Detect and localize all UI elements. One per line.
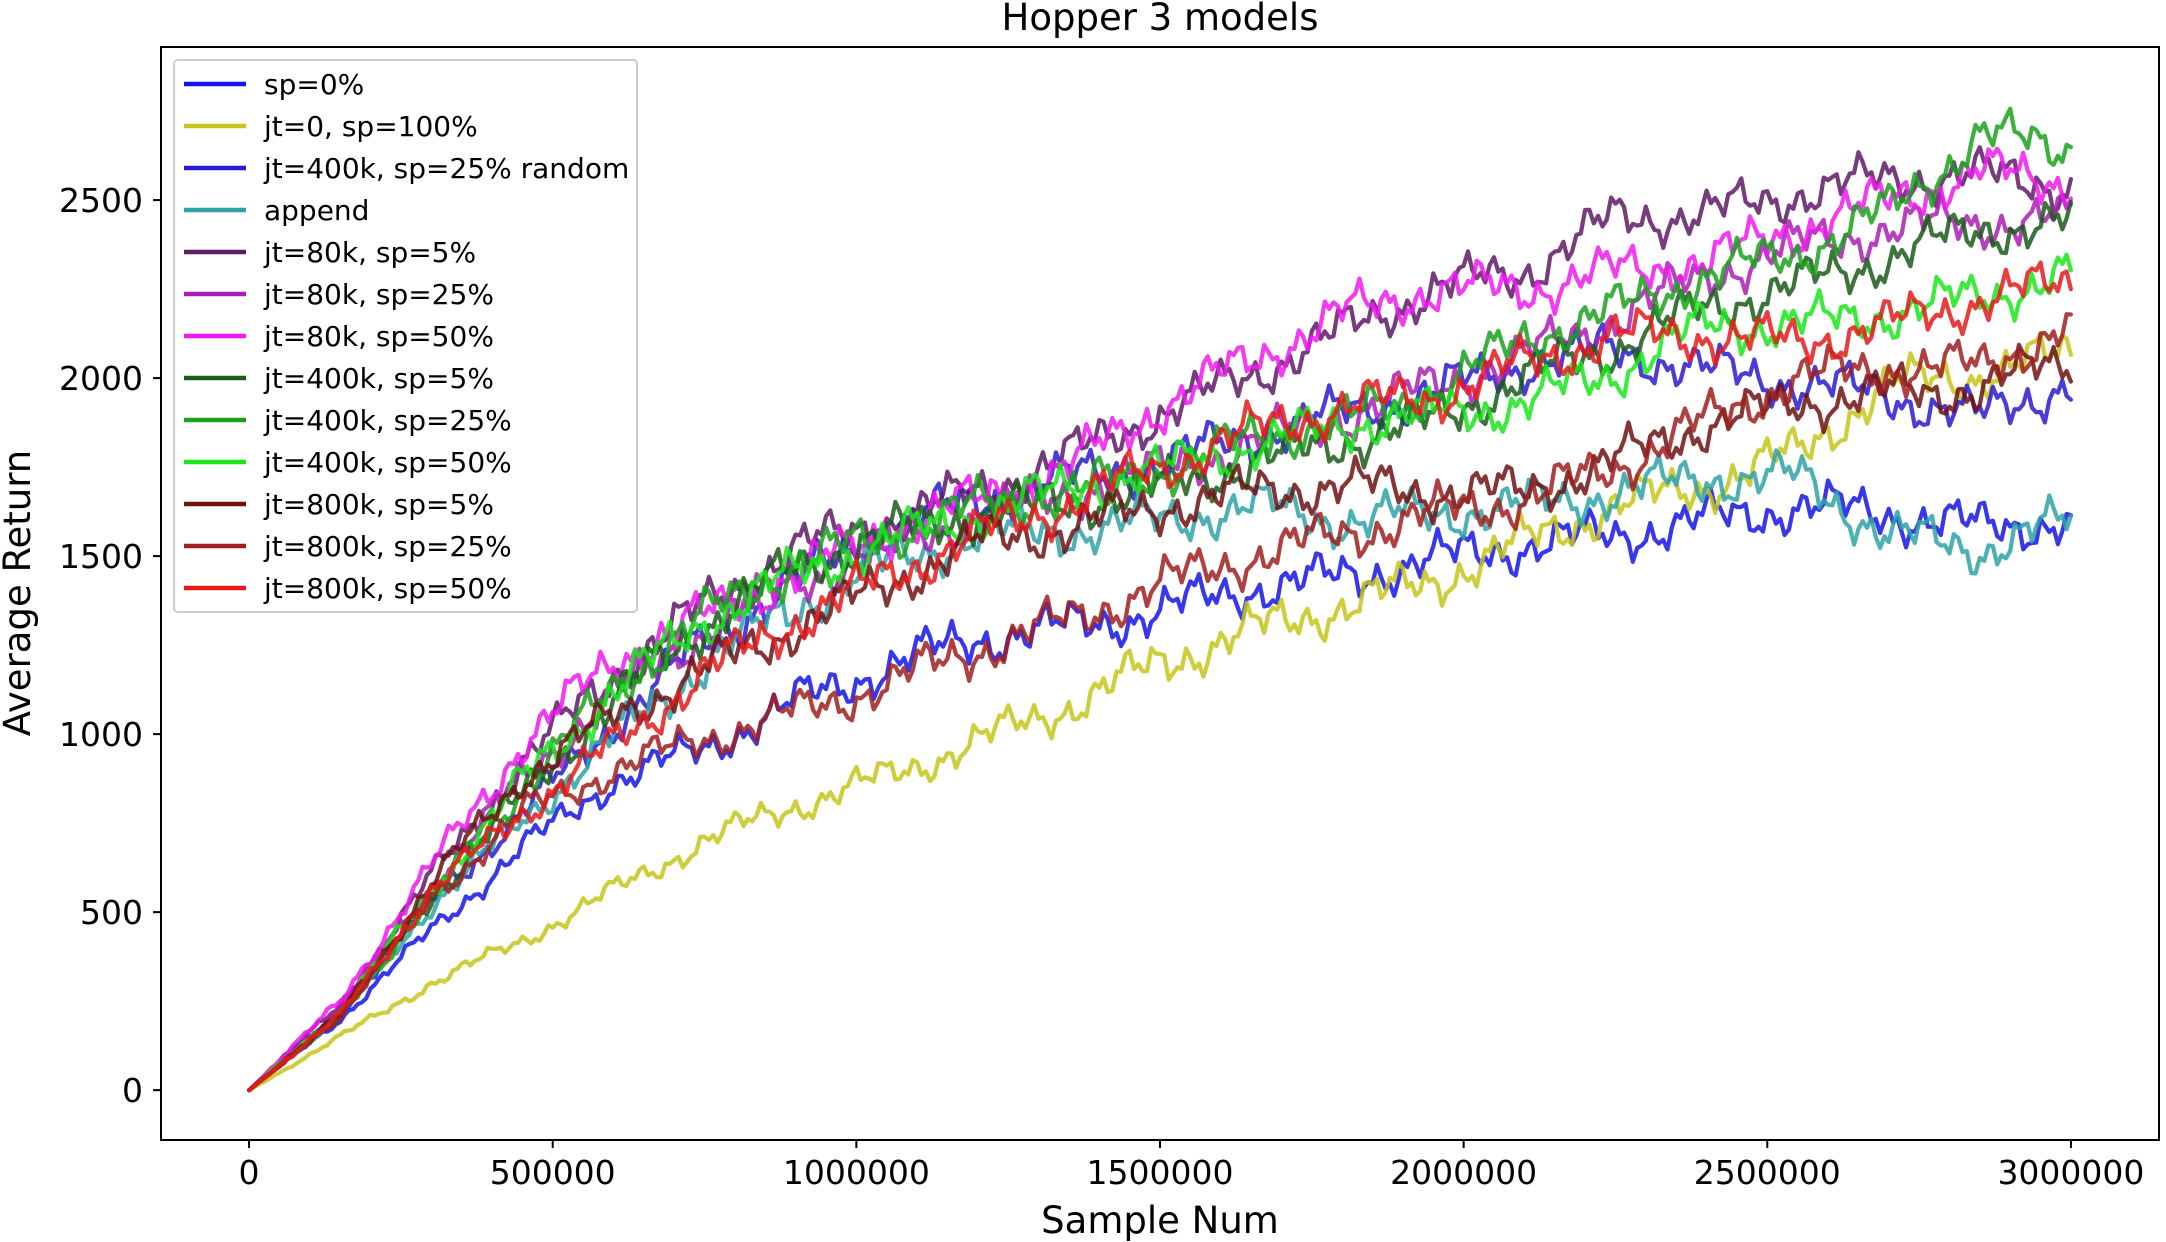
legend: sp=0% jt=0, sp=100% jt=400k, sp=25% random… [173,59,638,613]
legend-entry: jt=400k, sp=25% [263,404,512,437]
x-axis-label: Sample Num [1041,1199,1279,1242]
y-tick-label: 1500 [59,537,143,576]
legend-entry: jt=80k, sp=25% [263,278,494,311]
legend-entry: jt=400k, sp=25% random [263,152,629,185]
legend-entry: jt=400k, sp=5% [263,362,494,395]
legend-entry: jt=80k, sp=5% [263,236,476,269]
y-tick-label: 2000 [59,359,143,398]
series-layer [247,106,2073,1093]
series-line [247,260,2073,1093]
series-line [247,145,2073,1093]
legend-entry: jt=80k, sp=50% [263,320,494,353]
y-tick-label: 2500 [59,181,143,220]
series-line [247,146,2073,1093]
x-axis: 0 500000 1000000 1500000 2000000 2500000 30000… [239,1140,2144,1192]
x-tick-label: 3000000 [1997,1153,2144,1192]
series-line [247,332,2073,1093]
series-line [247,312,2073,1093]
x-tick-label: 1000000 [783,1153,930,1192]
y-tick-label: 500 [80,893,143,932]
y-tick-label: 0 [122,1071,143,1110]
legend-entry: jt=400k, sp=50% [263,446,512,479]
series-line [247,342,2073,1093]
legend-entry: sp=0% [264,68,364,101]
x-tick-label: 2500000 [1694,1153,1841,1192]
x-tick-label: 2000000 [1390,1153,1537,1192]
legend-entry: jt=0, sp=100% [263,110,478,143]
x-tick-label: 0 [239,1153,260,1192]
y-axis: 0 500 1000 1500 2000 2500 [59,181,161,1110]
legend-box [173,59,638,613]
series-line [247,448,2073,1093]
x-tick-label: 500000 [490,1153,616,1192]
legend-entry: jt=800k, sp=25% [263,530,512,563]
series-line [247,478,2073,1093]
legend-entry: jt=800k, sp=5% [263,488,494,521]
legend-entry: jt=800k, sp=50% [263,572,512,605]
chart-title: Hopper 3 models [1002,0,1319,39]
series-line [247,106,2073,1093]
y-tick-label: 1000 [59,715,143,754]
x-tick-label: 1500000 [1087,1153,1234,1192]
y-axis-label: Average Return [0,450,39,736]
legend-entry: append [264,194,369,227]
